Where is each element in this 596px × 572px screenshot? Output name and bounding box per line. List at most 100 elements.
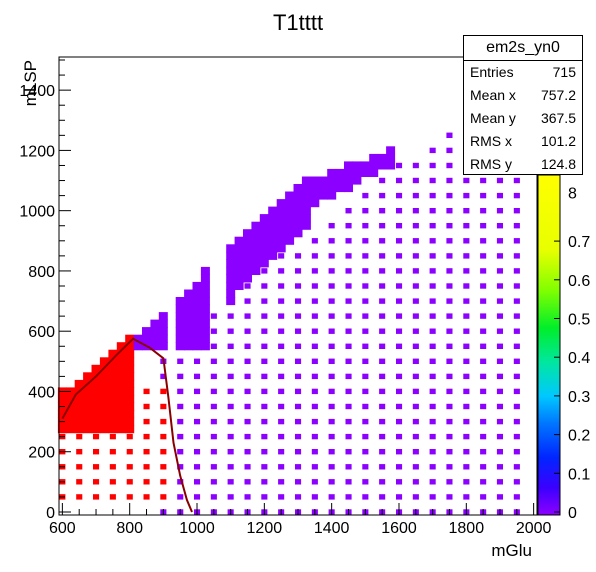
- heatmap-cell: [99, 417, 109, 426]
- heatmap-cell: [429, 328, 436, 334]
- heatmap-cell: [513, 208, 520, 214]
- heatmap-cell: [278, 464, 285, 470]
- heatmap-cell: [244, 313, 251, 319]
- heatmap-cell: [226, 281, 236, 290]
- heatmap-cell: [143, 433, 150, 440]
- heatmap-cell: [513, 373, 520, 380]
- heatmap-cell: [429, 162, 436, 169]
- heatmap-cell: [463, 433, 470, 440]
- heatmap-cell: [328, 253, 335, 259]
- heatmap-cell: [301, 199, 311, 208]
- heatmap-cell: [496, 253, 503, 259]
- heatmap-cell: [301, 206, 311, 215]
- heatmap-cell: [125, 387, 135, 396]
- heatmap-cell: [210, 313, 217, 319]
- heatmap-cell: [446, 388, 453, 395]
- heatmap-cell: [125, 417, 135, 426]
- heatmap-cell: [192, 297, 202, 306]
- heatmap-cell: [344, 184, 353, 193]
- heatmap-cell: [446, 283, 453, 289]
- heatmap-cell: [295, 494, 302, 500]
- heatmap-cell: [362, 373, 369, 380]
- heatmap-cell: [278, 253, 285, 259]
- heatmap-cell: [496, 208, 503, 214]
- heatmap-cell: [160, 433, 167, 440]
- heatmap-cell: [496, 313, 503, 319]
- heatmap-cell: [345, 328, 352, 334]
- heatmap-cell: [160, 373, 167, 380]
- heatmap-cell: [259, 251, 269, 260]
- heatmap-cell: [429, 449, 436, 455]
- z-tick-label: 0.2: [568, 428, 590, 445]
- heatmap-cell: [160, 403, 167, 410]
- heatmap-cell: [463, 238, 470, 244]
- heatmap-cell: [244, 479, 251, 485]
- heatmap-cell: [285, 199, 295, 208]
- heatmap-cell: [345, 449, 352, 455]
- heatmap-cell: [177, 418, 184, 425]
- heatmap-cell: [311, 373, 318, 380]
- heatmap-cell: [278, 373, 285, 380]
- heatmap-cell: [429, 479, 436, 485]
- heatmap-cell: [429, 464, 436, 470]
- heatmap-cell: [396, 238, 403, 244]
- heatmap-cell: [175, 312, 185, 321]
- heatmap-cell: [293, 199, 303, 208]
- heatmap-cell: [344, 161, 353, 170]
- heatmap-cell: [480, 358, 487, 364]
- heatmap-cell: [396, 494, 403, 500]
- heatmap-cell: [463, 494, 470, 500]
- heatmap-cell: [446, 403, 453, 410]
- heatmap-cell: [362, 418, 369, 425]
- stats-value: 715: [552, 64, 576, 80]
- heatmap-cell: [278, 433, 285, 440]
- heatmap-cell: [150, 319, 160, 328]
- x-axis-label: mGlu: [491, 541, 532, 560]
- heatmap-cell: [285, 229, 295, 238]
- heatmap-cell: [345, 418, 352, 425]
- heatmap-cell: [227, 418, 234, 425]
- heatmap-cell: [496, 418, 503, 425]
- heatmap-cell: [259, 259, 269, 268]
- heatmap-cell: [396, 283, 403, 289]
- heatmap-cell: [362, 464, 369, 470]
- heatmap-cell: [513, 418, 520, 425]
- heatmap-cell: [295, 358, 302, 364]
- heatmap-cell: [345, 313, 352, 319]
- heatmap-cell: [496, 358, 503, 364]
- heatmap-cell: [74, 410, 84, 419]
- heatmap-cell: [429, 403, 436, 410]
- x-tick-label: 2000: [516, 520, 552, 537]
- heatmap-cell: [513, 223, 520, 229]
- heatmap-cell: [234, 259, 244, 268]
- heatmap-cell: [480, 328, 487, 334]
- heatmap-cell: [160, 494, 167, 500]
- heatmap-cell: [160, 418, 167, 425]
- heatmap-cell: [295, 418, 302, 425]
- stats-row: Mean x 757.2: [464, 84, 582, 107]
- heatmap-cell: [344, 168, 353, 177]
- heatmap-cell: [463, 464, 470, 470]
- heatmap-cell: [125, 342, 135, 351]
- heatmap-cell: [295, 433, 302, 440]
- heatmap-cell: [396, 479, 403, 485]
- heatmap-cell: [295, 313, 302, 319]
- heatmap-cell: [328, 328, 335, 334]
- heatmap-cell: [446, 358, 453, 364]
- heatmap-cell: [311, 283, 318, 289]
- heatmap-cell: [412, 223, 419, 229]
- heatmap-cell: [293, 191, 303, 200]
- heatmap-cell: [328, 373, 335, 380]
- heatmap-cell: [108, 357, 118, 366]
- heatmap-cell: [379, 192, 386, 199]
- heatmap-cell: [66, 425, 76, 434]
- heatmap-cell: [328, 358, 335, 364]
- stats-row: RMS y 124.8: [464, 153, 582, 176]
- heatmap-cell: [327, 184, 337, 193]
- heatmap-cell: [362, 283, 369, 289]
- heatmap-cell: [412, 464, 419, 470]
- heatmap-cell: [83, 402, 93, 411]
- heatmap-cell: [278, 268, 285, 274]
- heatmap-cell: [295, 343, 302, 349]
- heatmap-cell: [362, 479, 369, 485]
